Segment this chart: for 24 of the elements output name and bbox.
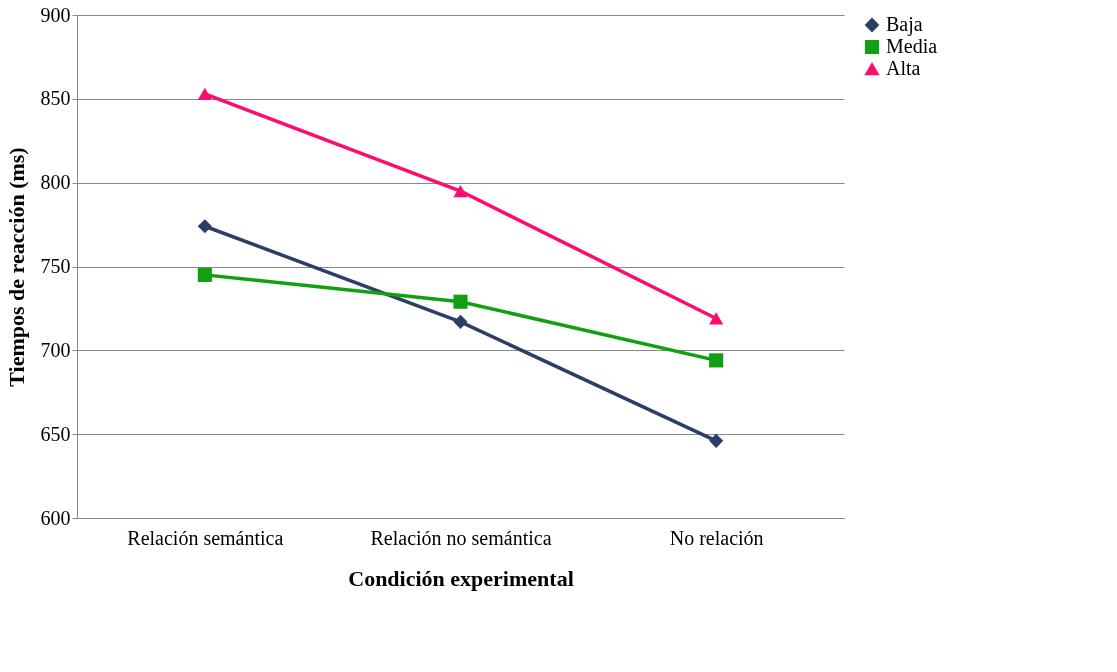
x-tick-label: Relación semántica bbox=[127, 526, 284, 549]
y-tick-label: 650 bbox=[40, 422, 71, 445]
y-tick-label: 750 bbox=[40, 255, 71, 277]
y-tick-label: 600 bbox=[40, 506, 71, 529]
x-tick-label: No relación bbox=[669, 526, 764, 549]
point bbox=[453, 314, 468, 329]
legend-label: Baja bbox=[886, 13, 923, 36]
point bbox=[709, 433, 724, 448]
point bbox=[453, 294, 468, 309]
y-tick-label: 700 bbox=[40, 338, 71, 361]
legend-label: Alta bbox=[886, 57, 921, 79]
point bbox=[197, 219, 212, 234]
y-axis-title: Tiempos de reacción (ms) bbox=[3, 147, 29, 387]
y-tick-label: 900 bbox=[40, 3, 71, 26]
point bbox=[197, 267, 212, 282]
x-axis-title: Condición experimental bbox=[348, 565, 574, 591]
y-tick-label: 800 bbox=[40, 171, 71, 194]
y-tick-label: 850 bbox=[40, 87, 71, 110]
point bbox=[197, 87, 212, 100]
x-tick-label: Relación no semántica bbox=[370, 526, 552, 549]
point bbox=[709, 353, 724, 368]
point bbox=[453, 184, 468, 198]
legend-label: Media bbox=[886, 35, 938, 57]
point bbox=[709, 312, 724, 325]
